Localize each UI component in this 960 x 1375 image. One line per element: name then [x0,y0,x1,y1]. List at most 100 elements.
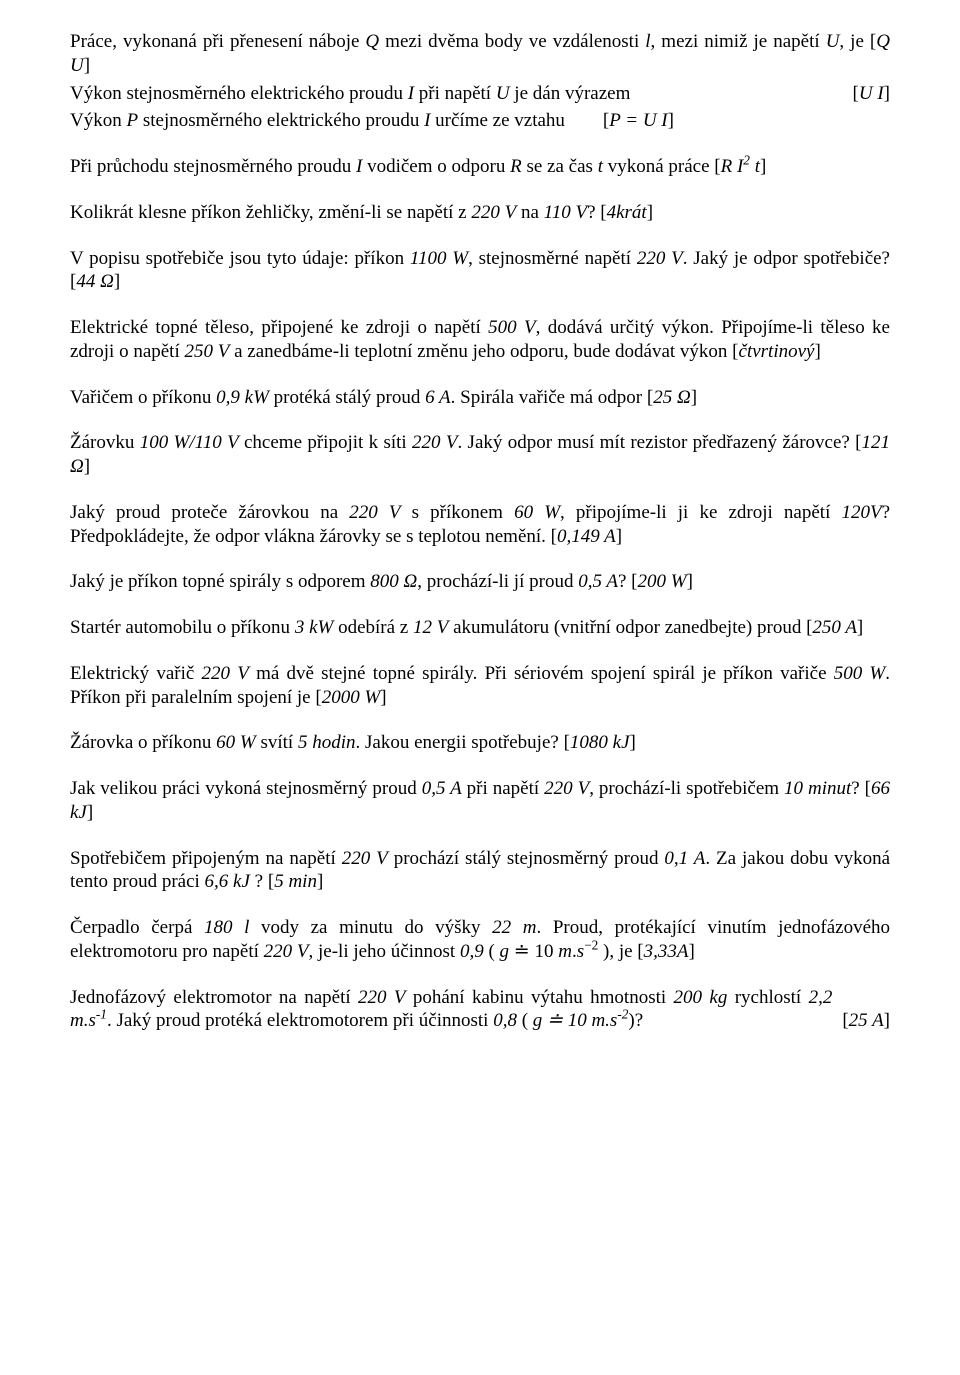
text: Při průchodu stejnosměrného proudu [70,156,356,177]
value: 220 V [264,941,309,962]
text: Žárovka o příkonu [70,732,216,753]
value: 500 W [834,663,886,684]
value: 6 A [425,387,451,408]
problem-11: Jaký je příkon topné spirály s odporem 8… [70,570,890,594]
text: vody za minutu do výšky [249,917,492,938]
value: 10 minut [784,778,851,799]
text: . Spirála vařiče má odpor [ [451,387,654,408]
text: svítí [256,732,298,753]
text: mezi dvěma body ve vzdálenosti [379,31,645,52]
eqdot: ≐ [509,941,534,962]
text: pohání kabinu výtahu hmotnosti [406,987,674,1008]
answer: čtvrtinový [739,341,815,362]
text: rychlostí [727,987,808,1008]
value: 0,5 A [578,571,618,592]
problem-5: Kolikrát klesne příkon žehličky, změní-l… [70,201,890,225]
g-exp: -2 [617,1007,628,1022]
text: Kolikrát klesne příkon žehličky, změní-l… [70,202,471,223]
text: ? [ [255,871,275,892]
answer: 250 A [812,617,857,638]
value: 12 V [413,617,448,638]
answer: 1080 kJ [570,732,630,753]
value: 110 V [544,202,587,223]
problem-7: Elektrické topné těleso, připojené ke zd… [70,316,890,364]
bracket: ] [114,271,120,292]
bracket: ] [691,387,697,408]
var-q: Q [365,31,379,52]
text: Žárovku [70,432,140,453]
value: 800 Ω [370,571,417,592]
value: 120V [841,502,881,523]
value: 220 V [637,248,683,269]
value: 220 V [342,848,388,869]
text: vodičem o odporu [362,156,510,177]
g-exp: −2 [584,937,598,952]
text: ? [ [618,571,638,592]
text: Spotřebičem připojeným na napětí [70,848,342,869]
value: 220 V [202,663,249,684]
problem-1: Práce, vykonaná při přenesení náboje Q m… [70,30,890,78]
answer: 5 min [274,871,317,892]
text: ( [517,1010,533,1031]
bracket: ] [687,571,693,592]
value: 500 V [488,317,535,338]
text: Výkon stejnosměrného elektrického proudu [70,83,408,104]
problem-18: Jednofázový elektromotor na napětí 220 V… [70,986,890,1034]
bracket: ] [668,110,674,131]
text: Elektrické topné těleso, připojené ke zd… [70,317,488,338]
answer: 44 Ω [76,271,114,292]
text: ] [84,55,90,76]
g-unit-b: s [577,941,584,962]
problem-9: Žárovku 100 W/110 V chceme připojit k sí… [70,431,890,479]
text: ? [ [851,778,871,799]
value: 22 m [492,917,536,938]
text: Výkon stejnosměrného elektrického proudu… [70,82,853,106]
text: Jaký je příkon topné spirály s odporem [70,571,370,592]
problem-17: Čerpadlo čerpá 180 l vody za minutu do v… [70,916,890,964]
text: s příkonem [401,502,515,523]
bracket: ] [317,871,323,892]
value: 180 l [204,917,249,938]
answer: 25 Ω [653,387,691,408]
value: 0,5 A [422,778,462,799]
text: ), je [ [598,941,643,962]
text: , prochází-li spotřebičem [589,778,784,799]
answer: [U I] [853,82,890,106]
bracket: ] [884,1010,890,1031]
text: Čerpadlo čerpá [70,917,204,938]
text: Startér automobilu o příkonu [70,617,295,638]
text: , připojíme-li ji ke zdroji napětí [560,502,841,523]
text: akumulátoru (vnitřní odpor zanedbejte) p… [448,617,812,638]
text: Vařičem o příkonu [70,387,216,408]
value: 220 V [412,432,457,453]
value: 100 W/110 V [140,432,239,453]
answer: 200 W [637,571,686,592]
problem-2: Výkon stejnosměrného elektrického proudu… [70,82,890,106]
text: chceme připojit k síti [239,432,412,453]
problem-15: Jak velikou práci vykoná stejnosměrný pr… [70,777,890,825]
text: Jednofázový elektromotor na napětí 220 V… [70,986,842,1034]
answer-value: P = U I [609,110,667,131]
bracket: ] [380,687,386,708]
bracket: ] [630,732,636,753]
text: . Jaký proud protéká elektromotorem při … [107,1010,493,1031]
text: , stejnosměrné napětí [468,248,637,269]
value: 60 W [216,732,256,753]
value: 220 V [471,202,516,223]
bracket: ] [647,202,653,223]
answer-exp: 2 [743,153,750,168]
value: 1100 W [410,248,468,269]
answer: 3,33A [644,941,689,962]
bracket: ] [857,617,863,638]
text: , je-li jeho účinnost [309,941,460,962]
text: je dán výrazem [510,83,631,104]
text: na [516,202,543,223]
text: při napětí [462,778,544,799]
text: stejnosměrného elektrického proudu [138,110,424,131]
value: 220 V [349,502,400,523]
g-expr: g ≐ 10 m.s [533,1010,618,1031]
problem-6: V popisu spotřebiče jsou tyto údaje: pří… [70,247,890,295]
text: protéká stálý proud [269,387,425,408]
var-p: P [126,110,138,131]
text: V popisu spotřebiče jsou tyto údaje: pří… [70,248,410,269]
